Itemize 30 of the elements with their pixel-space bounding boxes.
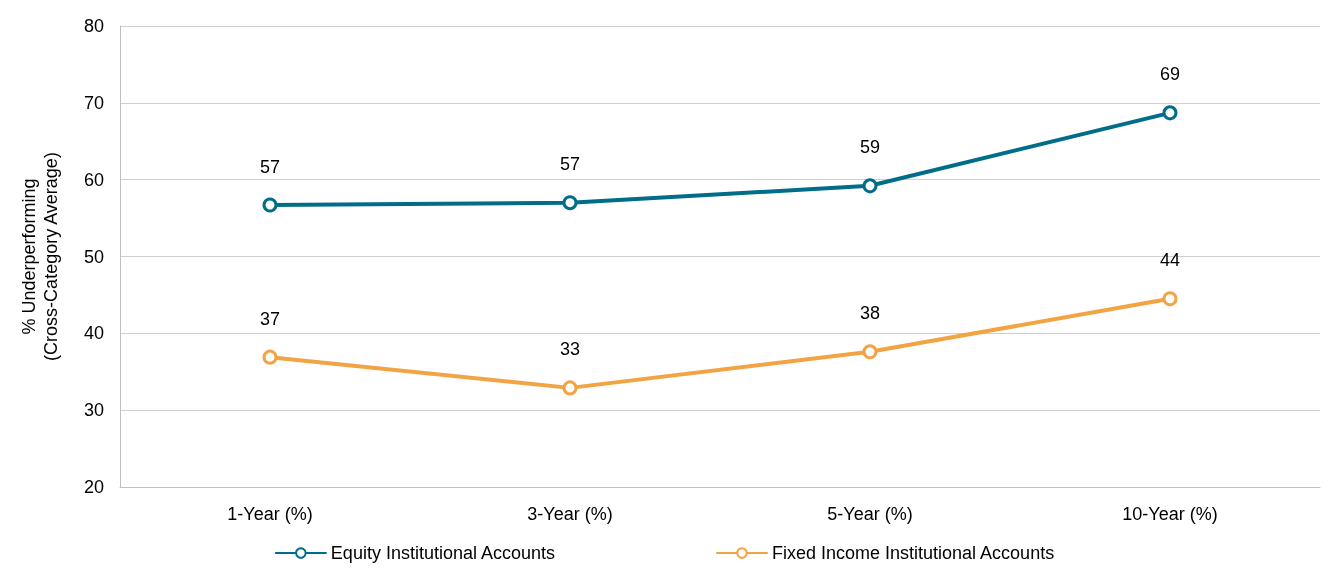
y-tick-label: 50 xyxy=(83,246,104,267)
x-tick-label: 1-Year (%) xyxy=(227,504,313,524)
data-label: 59 xyxy=(859,137,881,158)
data-label: 57 xyxy=(559,154,581,175)
y-tick-label: 20 xyxy=(83,477,104,497)
data-label: 38 xyxy=(859,303,881,324)
y-tick-label: 60 xyxy=(83,169,104,190)
point xyxy=(1162,105,1178,121)
x-tick-label: 10-Year (%) xyxy=(1122,504,1218,524)
point xyxy=(262,349,278,365)
point xyxy=(1162,291,1178,307)
y-axis-title: % Underperforming (Cross-Category Average) xyxy=(19,152,61,361)
point xyxy=(862,344,878,360)
data-label: 37 xyxy=(259,308,281,329)
y-tick-label: 80 xyxy=(83,16,104,36)
point xyxy=(562,380,578,396)
legend-label: Equity Institutional Accounts xyxy=(330,543,556,563)
point xyxy=(562,195,578,211)
y-tick-label: 30 xyxy=(83,400,104,421)
data-label: 69 xyxy=(1159,64,1181,85)
data-label: 57 xyxy=(259,156,281,177)
legend-label: Fixed Income Institutional Accounts xyxy=(771,543,1055,563)
y-tick-label: 70 xyxy=(83,92,104,113)
data-label: 44 xyxy=(1159,250,1181,271)
point xyxy=(262,197,278,213)
x-tick-label: 3-Year (%) xyxy=(527,504,613,524)
x-tick-label: 5-Year (%) xyxy=(827,504,913,524)
y-tick-label: 40 xyxy=(83,323,104,344)
data-label: 33 xyxy=(559,339,581,360)
point xyxy=(862,178,878,194)
